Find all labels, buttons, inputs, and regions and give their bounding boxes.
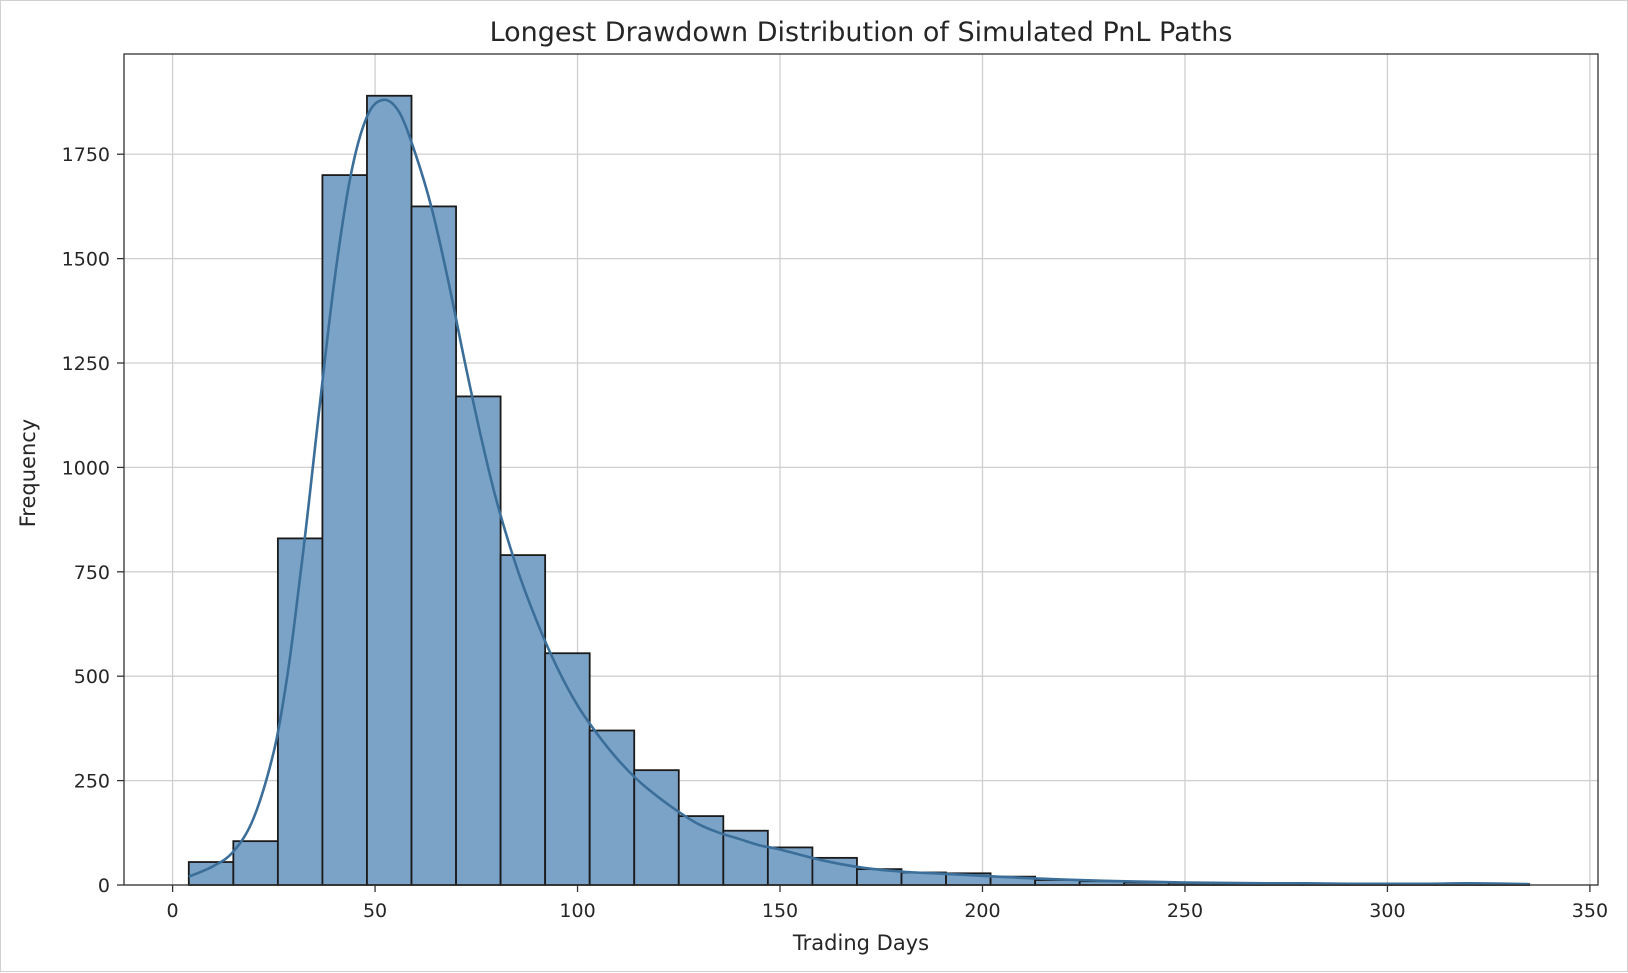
plot-frame <box>123 53 1599 886</box>
histogram-bar <box>633 769 680 886</box>
x-axis-label: Trading Days <box>792 931 929 955</box>
y-tick-label: 500 <box>74 666 110 688</box>
y-tick-label: 1750 <box>62 144 110 166</box>
histogram-bar <box>276 537 324 886</box>
y-tick-label: 1000 <box>62 457 110 479</box>
y-tick-label: 1500 <box>62 249 110 271</box>
x-tick-label: 50 <box>363 900 387 922</box>
histogram-bar <box>499 554 547 886</box>
y-axis-ticks: 0 250 500 750 1000 1250 1500 1750 <box>62 144 124 897</box>
kde-layer <box>188 98 1530 886</box>
axes-frame <box>123 53 1599 886</box>
kde-curve <box>188 98 1530 886</box>
histogram-bar <box>588 729 636 886</box>
y-tick-label: 750 <box>74 562 110 584</box>
x-tick-label: 0 <box>167 900 179 922</box>
histogram-bar <box>410 205 457 886</box>
histogram-bar <box>366 94 413 886</box>
histogram-bar <box>232 840 279 886</box>
x-tick-label: 350 <box>1572 900 1608 922</box>
bars-layer <box>187 94 1531 886</box>
x-tick-label: 150 <box>762 900 798 922</box>
x-tick-label: 100 <box>559 900 595 922</box>
y-tick-label: 0 <box>98 875 110 897</box>
y-axis-label: Frequency <box>16 419 40 528</box>
y-tick-label: 250 <box>74 771 110 793</box>
histogram-bar <box>321 174 368 886</box>
y-tick-label: 1250 <box>62 353 110 375</box>
chart-title: Longest Drawdown Distribution of Simulat… <box>490 17 1233 48</box>
histogram-bar <box>722 829 769 886</box>
x-axis-ticks: 0 50 100 150 200 250 300 350 <box>167 885 1608 922</box>
histogram-bar <box>455 395 502 886</box>
histogram-bar <box>677 815 725 886</box>
x-tick-label: 250 <box>1167 900 1203 922</box>
x-tick-label: 200 <box>964 900 1000 922</box>
x-tick-label: 300 <box>1369 900 1405 922</box>
